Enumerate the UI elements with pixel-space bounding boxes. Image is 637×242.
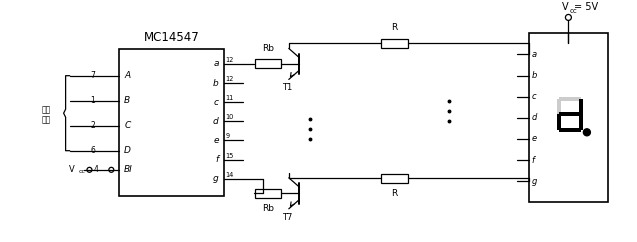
Bar — [559, 113, 581, 116]
Text: b: b — [213, 79, 218, 88]
Text: 12: 12 — [225, 57, 234, 63]
Bar — [557, 114, 561, 130]
Bar — [529, 33, 608, 202]
Text: 2: 2 — [90, 121, 96, 130]
Text: 6: 6 — [90, 146, 96, 155]
Text: 7: 7 — [90, 71, 96, 80]
Text: 10: 10 — [225, 114, 234, 120]
Text: Rb: Rb — [262, 204, 275, 213]
Text: 1: 1 — [90, 96, 96, 105]
Circle shape — [583, 129, 590, 136]
Bar — [579, 98, 583, 114]
Text: cc: cc — [569, 8, 577, 15]
Text: R: R — [391, 189, 397, 198]
Text: Rb: Rb — [262, 44, 275, 53]
Text: R: R — [391, 23, 397, 32]
Text: 14: 14 — [225, 172, 234, 178]
Text: f: f — [532, 156, 534, 165]
Text: C: C — [124, 121, 131, 130]
Text: 11: 11 — [225, 95, 234, 101]
Text: 12: 12 — [225, 76, 234, 82]
Text: 9: 9 — [225, 133, 230, 139]
Text: cc: cc — [78, 169, 85, 174]
Text: D: D — [124, 146, 131, 155]
Bar — [380, 174, 408, 183]
Bar — [559, 97, 581, 100]
Bar — [557, 98, 561, 114]
Text: d: d — [213, 117, 218, 126]
Text: V: V — [562, 2, 568, 12]
Text: 数据: 数据 — [42, 106, 52, 115]
Text: a: a — [213, 60, 218, 68]
Text: 4: 4 — [94, 165, 98, 174]
Text: 15: 15 — [225, 152, 234, 159]
Bar — [119, 49, 224, 196]
Text: T1: T1 — [282, 83, 292, 92]
Bar — [559, 128, 581, 132]
Text: T7: T7 — [282, 213, 292, 222]
Text: 输入: 输入 — [42, 116, 52, 125]
Text: f: f — [215, 155, 218, 164]
Text: a: a — [532, 50, 537, 59]
Text: g: g — [532, 177, 537, 186]
Text: B: B — [124, 96, 131, 105]
Text: BI: BI — [124, 165, 133, 174]
Text: d: d — [532, 113, 537, 122]
Text: e: e — [532, 134, 537, 144]
Text: c: c — [532, 92, 536, 101]
Text: g: g — [213, 174, 218, 183]
Text: MC14547: MC14547 — [143, 31, 199, 44]
Text: e: e — [213, 136, 218, 145]
Bar — [255, 60, 282, 68]
Text: V: V — [69, 165, 75, 174]
Text: A: A — [124, 71, 131, 80]
Bar — [255, 189, 282, 198]
Text: = 5V: = 5V — [575, 2, 599, 12]
Text: b: b — [532, 71, 537, 80]
Bar — [380, 39, 408, 48]
Text: c: c — [213, 98, 218, 107]
Bar — [579, 114, 583, 130]
